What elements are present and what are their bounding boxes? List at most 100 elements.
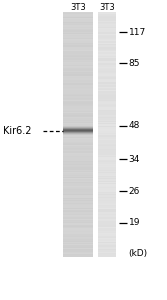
Bar xyxy=(98,88,116,89)
Bar xyxy=(98,176,116,177)
Bar xyxy=(98,54,116,55)
Bar xyxy=(63,134,93,136)
Bar xyxy=(63,148,93,149)
Bar xyxy=(63,184,93,186)
Bar xyxy=(63,112,93,113)
Bar xyxy=(98,170,116,171)
Bar xyxy=(63,204,93,205)
Bar xyxy=(98,190,116,192)
Bar xyxy=(98,184,116,186)
Bar xyxy=(63,216,93,217)
Bar xyxy=(63,252,93,253)
Bar xyxy=(63,54,93,55)
Bar xyxy=(98,82,116,83)
Bar xyxy=(98,126,116,127)
Bar xyxy=(63,254,93,255)
Bar xyxy=(98,112,116,113)
Bar xyxy=(63,57,93,59)
Bar xyxy=(98,24,116,26)
Bar xyxy=(98,84,116,85)
Bar xyxy=(63,19,93,21)
Bar xyxy=(98,195,116,196)
Bar xyxy=(98,36,116,38)
Bar xyxy=(63,62,93,63)
Bar xyxy=(98,194,116,195)
Bar xyxy=(98,193,116,194)
Bar xyxy=(63,198,93,199)
Bar xyxy=(98,239,116,241)
Bar xyxy=(63,219,93,220)
Bar xyxy=(63,172,93,173)
Bar xyxy=(63,218,93,219)
Bar xyxy=(98,56,116,57)
Bar xyxy=(63,159,93,160)
Bar xyxy=(63,175,93,176)
Bar xyxy=(98,18,116,19)
Bar xyxy=(98,255,116,256)
Bar xyxy=(98,204,116,205)
Bar xyxy=(63,189,93,190)
Bar xyxy=(98,32,116,33)
Bar xyxy=(98,89,116,90)
Bar xyxy=(63,82,93,83)
Bar xyxy=(98,140,116,142)
Bar xyxy=(63,244,93,245)
Text: Kir6.2: Kir6.2 xyxy=(3,125,31,136)
Bar xyxy=(63,169,93,170)
Bar xyxy=(63,35,93,36)
Bar xyxy=(98,45,116,46)
Bar xyxy=(63,98,93,99)
Bar xyxy=(98,117,116,118)
Bar xyxy=(63,36,93,38)
Bar xyxy=(98,245,116,247)
Bar xyxy=(63,193,93,194)
Bar xyxy=(98,253,116,254)
Bar xyxy=(63,64,93,66)
Bar xyxy=(98,210,116,211)
Bar xyxy=(63,230,93,231)
Bar xyxy=(98,146,116,148)
Bar xyxy=(63,140,93,142)
Bar xyxy=(98,182,116,183)
Bar xyxy=(98,16,116,17)
Bar xyxy=(63,187,93,188)
Bar xyxy=(63,55,93,56)
Text: 48: 48 xyxy=(129,122,140,130)
Bar xyxy=(98,154,116,155)
Bar xyxy=(63,111,93,112)
Bar xyxy=(63,239,93,241)
Bar xyxy=(98,87,116,88)
Bar xyxy=(63,233,93,235)
Bar xyxy=(98,187,116,188)
Bar xyxy=(98,124,116,126)
Bar xyxy=(98,116,116,117)
Bar xyxy=(63,145,93,146)
Bar xyxy=(63,196,93,198)
Bar xyxy=(63,203,93,204)
Bar xyxy=(63,22,93,23)
Bar xyxy=(63,28,93,29)
Bar xyxy=(63,79,93,80)
Bar xyxy=(98,106,116,107)
Bar xyxy=(98,175,116,176)
Bar xyxy=(98,103,116,104)
Bar xyxy=(98,85,116,87)
Bar xyxy=(63,72,93,73)
Bar xyxy=(98,55,116,56)
Bar xyxy=(63,194,93,195)
Bar xyxy=(98,28,116,29)
Bar xyxy=(63,33,93,34)
Bar xyxy=(98,23,116,24)
Bar xyxy=(63,118,93,120)
Bar xyxy=(63,142,93,143)
Bar xyxy=(63,71,93,72)
Bar xyxy=(63,123,93,124)
Bar xyxy=(63,43,93,44)
Bar xyxy=(63,80,93,82)
Bar xyxy=(98,26,116,27)
Bar xyxy=(63,195,93,196)
Bar xyxy=(63,214,93,215)
Bar xyxy=(98,161,116,162)
Bar xyxy=(63,40,93,41)
Bar xyxy=(98,49,116,50)
